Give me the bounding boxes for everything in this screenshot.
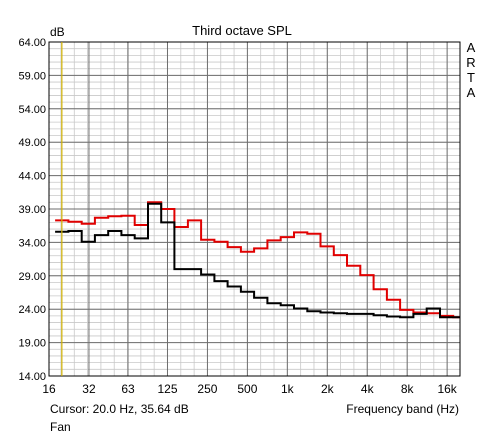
y-tick-label: 24.00 bbox=[18, 304, 46, 316]
y-tick-label: 39.00 bbox=[18, 204, 46, 216]
brand-letter: A bbox=[466, 85, 476, 100]
y-tick-label: 14.00 bbox=[18, 371, 46, 383]
x-axis-label: Frequency band (Hz) bbox=[346, 402, 459, 416]
x-tick-label: 32 bbox=[82, 382, 96, 396]
plot-frame bbox=[48, 41, 461, 377]
brand-letter: T bbox=[467, 70, 475, 85]
measurement-name-label: Fan bbox=[50, 420, 71, 434]
y-tick-label: 64.00 bbox=[18, 37, 46, 49]
x-tick-label: 16k bbox=[437, 382, 457, 396]
x-tick-label: 8k bbox=[401, 382, 415, 396]
series-line bbox=[55, 201, 460, 319]
x-tick-label: 4k bbox=[361, 382, 375, 396]
y-tick-label: 34.00 bbox=[18, 237, 46, 249]
brand-letter: R bbox=[466, 55, 476, 70]
cursor-readout: Cursor: 20.0 Hz, 35.64 dB bbox=[50, 402, 189, 416]
y-tick-label: 59.00 bbox=[18, 70, 46, 82]
chart-title: Third octave SPL bbox=[192, 23, 292, 38]
x-tick-label: 125 bbox=[157, 382, 177, 396]
y-tick-label: 49.00 bbox=[18, 137, 46, 149]
x-tick-label: 250 bbox=[197, 382, 217, 396]
y-tick-label: 44.00 bbox=[18, 171, 46, 183]
x-tick-label: 500 bbox=[237, 382, 257, 396]
y-axis-unit-label: dB bbox=[50, 25, 65, 39]
x-tick-label: 16 bbox=[42, 382, 56, 396]
brand-letter: A bbox=[466, 40, 476, 55]
y-tick-label: 54.00 bbox=[18, 104, 46, 116]
x-tick-label: 1k bbox=[281, 382, 295, 396]
series-line bbox=[55, 202, 460, 319]
x-tick-label: 2k bbox=[321, 382, 335, 396]
brand-logo: A R T A bbox=[464, 40, 478, 100]
y-tick-label: 29.00 bbox=[18, 271, 46, 283]
y-tick-label: 19.00 bbox=[18, 338, 46, 350]
x-tick-label: 63 bbox=[121, 382, 135, 396]
